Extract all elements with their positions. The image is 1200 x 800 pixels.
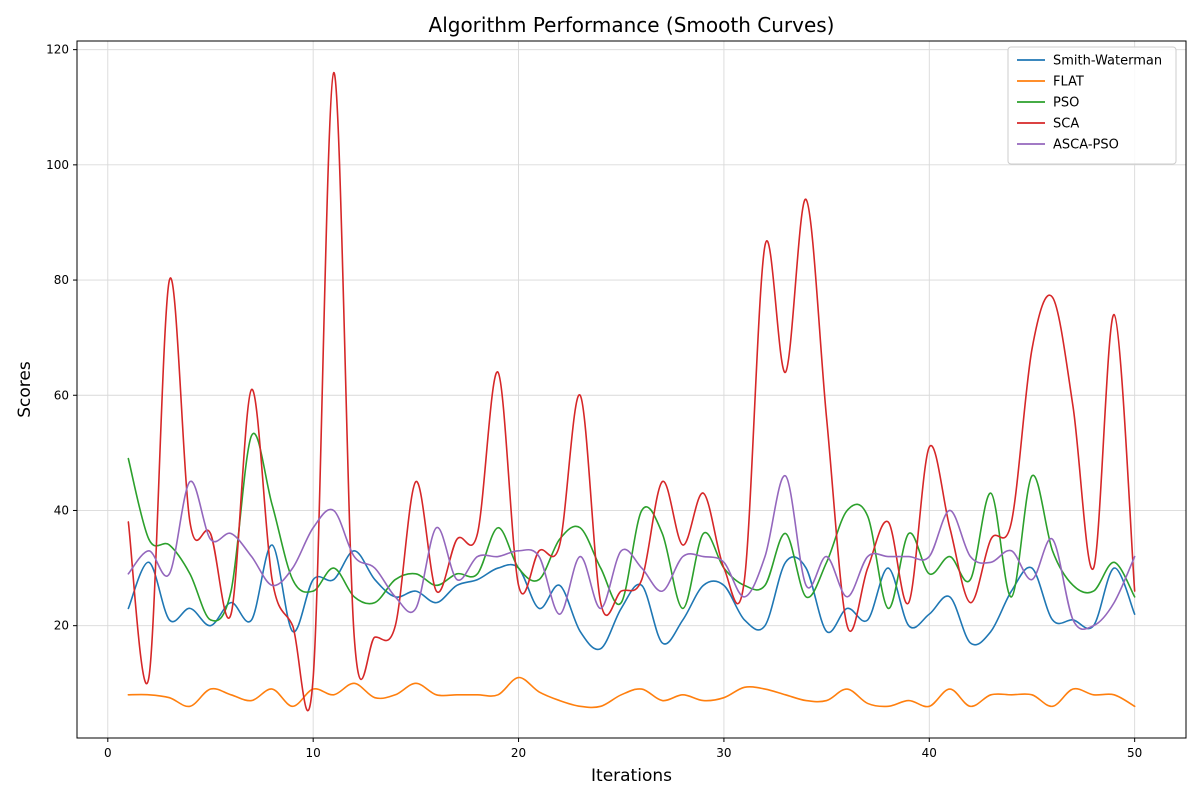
y-tick-label: 120 xyxy=(46,43,69,57)
y-axis-label: Scores xyxy=(15,361,35,418)
legend-label: FLAT xyxy=(1053,75,1084,90)
legend-label: ASCA-PSO xyxy=(1053,138,1119,153)
series-line-flat xyxy=(127,676,1136,709)
y-tick-label: 40 xyxy=(54,503,69,517)
x-tick-label: 20 xyxy=(511,746,526,760)
legend: Smith-Waterman FLAT PSO SCA ASCA-PSO xyxy=(1007,46,1177,165)
chart-title: Algorithm Performance (Smooth Curves) xyxy=(429,13,835,37)
plot-frame xyxy=(76,40,1187,739)
x-axis-label: Iterations xyxy=(591,766,672,786)
series-line-asca-pso xyxy=(127,475,1136,631)
x-tick-label: 10 xyxy=(306,746,321,760)
x-tick-label: 40 xyxy=(922,746,937,760)
legend-box xyxy=(1007,46,1177,165)
legend-label: PSO xyxy=(1053,96,1079,111)
x-tick-label: 0 xyxy=(104,746,112,760)
y-tick-label: 20 xyxy=(54,619,69,633)
x-tick-label: 30 xyxy=(716,746,731,760)
series-line-smith-waterman xyxy=(127,544,1136,651)
x-tick-label: 50 xyxy=(1127,746,1142,760)
series-line-pso xyxy=(127,432,1136,622)
grid-lines xyxy=(77,41,1186,738)
y-tick-label: 60 xyxy=(54,388,69,402)
legend-label: Smith-Waterman xyxy=(1053,54,1162,69)
legend-label: SCA xyxy=(1053,117,1079,132)
y-tick-label: 100 xyxy=(46,158,69,172)
series-line-sca xyxy=(127,71,1136,712)
series-lines xyxy=(127,71,1136,712)
y-tick-label: 80 xyxy=(54,273,69,287)
axis-ticks: 0 10 20 30 40 50 20 40 60 80 100 120 xyxy=(46,43,1142,760)
